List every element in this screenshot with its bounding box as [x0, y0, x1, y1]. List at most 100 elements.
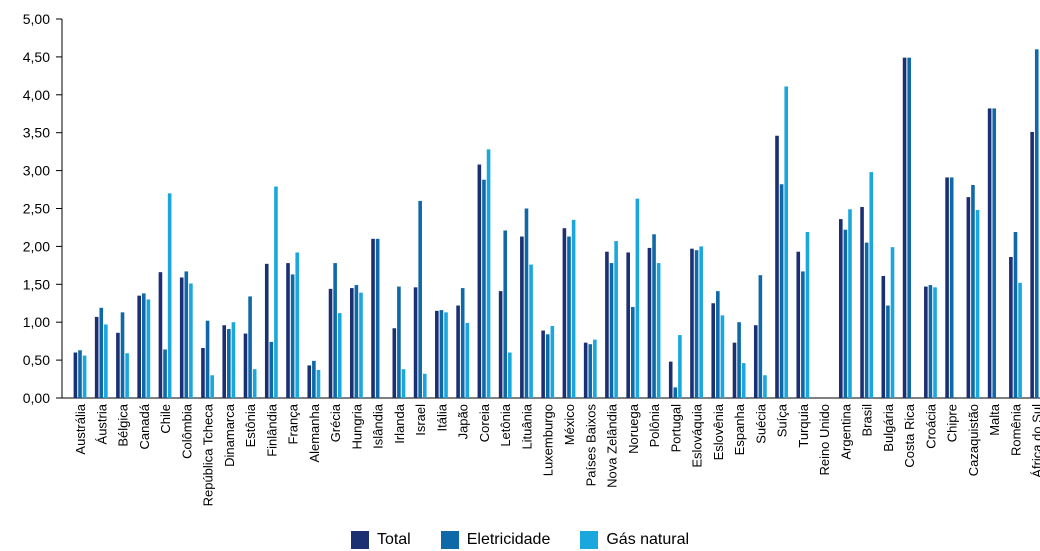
bar-total [860, 206, 864, 398]
x-category-label: Brasil [860, 404, 875, 437]
bar-g-s-natural [210, 375, 214, 398]
bar-g-s-natural [337, 313, 342, 398]
x-category-label: Suíça [775, 403, 790, 437]
bar-total [456, 305, 460, 398]
bar-eletricidade [758, 275, 763, 398]
bar-eletricidade [971, 185, 975, 398]
bar-eletricidade [269, 341, 274, 398]
x-category-label: Turquia [796, 403, 811, 447]
bar-total [158, 272, 163, 398]
bar-g-s-natural [486, 149, 491, 398]
x-category-label: Eslováquia [690, 403, 705, 467]
bar-total [435, 310, 439, 398]
bar-total [647, 247, 652, 398]
y-tick-label: 2,00 [23, 238, 50, 254]
legend-item-total: Total [350, 531, 411, 549]
bar-chart: 0,00 0,50 1,00 1,50 2,00 2,50 3,00 3,50 4,00 4,50… [23, 11, 1040, 506]
bar-g-s-natural [550, 325, 555, 398]
x-category-label: Luxemburgo [541, 404, 556, 476]
x-category-label: Romênia [1008, 403, 1023, 456]
x-category-label: Nova Zelândia [605, 403, 620, 488]
bar-eletricidade [163, 349, 167, 398]
bar-total [520, 236, 524, 398]
bar-g-s-natural [252, 369, 257, 398]
bar-eletricidade [737, 322, 741, 398]
x-category-label: Países Baixos [583, 404, 598, 487]
bar-eletricidade [886, 305, 890, 398]
x-category-label: África do Sul [1030, 404, 1040, 478]
x-category-label: Chile [158, 404, 173, 434]
x-category-label: Portugal [668, 404, 683, 453]
x-category-label: Dinamarca [222, 403, 237, 467]
bar-g-s-natural [104, 324, 108, 398]
bar-g-s-natural [741, 363, 746, 398]
bar-g-s-natural [656, 263, 661, 398]
bar-total [881, 275, 886, 398]
bar-eletricidade [227, 329, 231, 398]
x-category-label: Hungria [349, 403, 364, 449]
y-tick-label: 3,00 [23, 163, 50, 179]
bar-total [116, 332, 120, 398]
bar-eletricidade [843, 229, 848, 398]
bar-total [583, 342, 588, 398]
bar-total [477, 164, 482, 398]
x-category-label: Japão [456, 404, 471, 439]
x-category-label: Bulgária [881, 403, 896, 451]
bar-eletricidade [588, 344, 593, 398]
bar-eletricidade [120, 312, 125, 398]
bar-g-s-natural [125, 353, 129, 398]
bar-total [286, 263, 290, 398]
bar-eletricidade [333, 263, 337, 398]
bar-g-s-natural [146, 299, 151, 398]
bar-eletricidade [460, 288, 465, 398]
bar-total [1030, 131, 1034, 398]
bar-eletricidade [801, 271, 805, 398]
bar-g-s-natural [593, 339, 597, 398]
bar-total [753, 325, 758, 398]
x-category-label: Croácia [923, 403, 938, 449]
y-tick-label: 2,50 [23, 201, 50, 217]
bar-eletricidade [1034, 49, 1039, 398]
bar-eletricidade [184, 271, 189, 398]
x-category-label: México [562, 404, 577, 445]
legend-swatch-eletricidade [440, 531, 459, 549]
x-category-label: Irlanda [392, 403, 407, 444]
bar-total [605, 251, 609, 398]
bar-g-s-natural [699, 246, 703, 398]
x-category-label: Noruega [626, 403, 641, 454]
legend-swatch-gas-natural [580, 531, 599, 549]
bar-g-s-natural [763, 375, 767, 398]
bar-eletricidade [545, 334, 550, 398]
bar-eletricidade [503, 230, 508, 398]
bar-total [626, 252, 630, 398]
bar-total [711, 303, 716, 398]
bar-total [1009, 257, 1013, 398]
y-tick-label: 5,00 [23, 11, 50, 27]
y-tick-label: 3,50 [23, 125, 50, 141]
bar-eletricidade [673, 387, 678, 398]
x-category-label: Islândia [371, 403, 386, 449]
bar-eletricidade [141, 293, 146, 398]
bar-g-s-natural [295, 252, 300, 398]
y-tick-label: 1,00 [23, 314, 50, 330]
x-category-label: Alemanha [307, 403, 322, 462]
bar-eletricidade [99, 307, 104, 398]
bar-total [775, 135, 779, 398]
y-tick-label: 1,50 [23, 276, 50, 292]
y-tick-label: 4,50 [23, 49, 50, 65]
bar-eletricidade [630, 307, 635, 398]
bar-g-s-natural [167, 193, 172, 398]
x-category-label: Polônia [647, 403, 662, 447]
bar-eletricidade [779, 184, 784, 398]
bar-g-s-natural [678, 335, 682, 398]
bar-total [690, 248, 694, 398]
chart-legend: Total Eletricidade Gás natural [0, 529, 1040, 551]
bar-total [307, 365, 312, 398]
x-category-label: Colômbia [179, 403, 194, 459]
bar-g-s-natural [508, 352, 512, 398]
bar-total [924, 286, 928, 398]
bar-total [838, 219, 843, 398]
bar-eletricidade [864, 242, 869, 398]
bar-g-s-natural [635, 198, 640, 398]
